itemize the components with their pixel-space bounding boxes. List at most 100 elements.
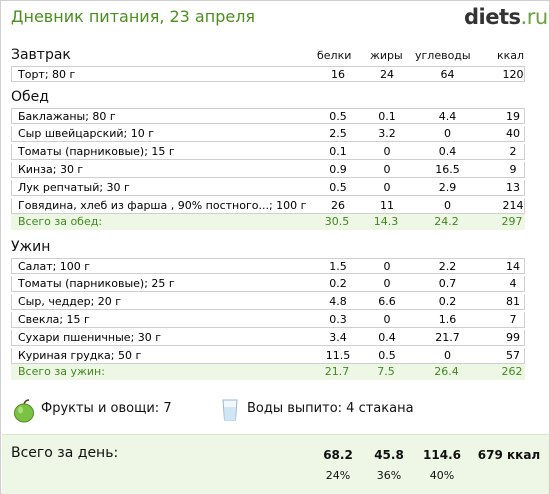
food-protein: 0.1 [329, 145, 347, 158]
day-fat-pct: 36% [376, 469, 402, 482]
dinner-total-kcal: 262 [501, 365, 523, 378]
logo-main: diets [464, 5, 521, 29]
food-name: Томаты (парниковые); 25 г [18, 277, 175, 290]
day-protein-pct: 24% [325, 469, 351, 482]
food-carbs: 21.7 [435, 331, 460, 344]
fruits-counter: Фрукты и овощи: 7 [41, 401, 172, 416]
food-protein: 26 [331, 199, 345, 212]
lunch-total-row: Всего за обед: 30.5 14.3 24.2 297 [11, 214, 525, 230]
lunch-title: Обед [11, 89, 49, 105]
food-protein: 0.9 [329, 163, 347, 176]
food-fat: 3.2 [378, 127, 396, 140]
lunch-total-fat: 14.3 [373, 215, 399, 228]
food-row[interactable]: Лук репчатый; 30 г 0.5 0 2.9 13 [11, 180, 525, 196]
food-fat: 0.4 [378, 331, 396, 344]
dinner-title: Ужин [11, 239, 51, 255]
day-total-panel: Всего за день: 68.2 45.8 114.6 679 ккал … [2, 434, 549, 494]
water-glass-icon [222, 399, 238, 421]
col-fat: жиры [370, 49, 403, 62]
lunch-total-carbs: 24.2 [434, 215, 459, 228]
dinner-total-label: Всего за ужин: [18, 365, 105, 378]
food-kcal: 14 [506, 260, 520, 273]
food-protein: 0.3 [329, 313, 347, 326]
food-carbs: 0.7 [438, 277, 457, 290]
lunch-total-protein: 30.5 [324, 215, 350, 228]
col-protein: белки [317, 49, 352, 62]
food-row[interactable]: Сыр швейцарский; 10 г 2.5 3.2 0 40 [11, 126, 525, 142]
food-protein: 0.5 [329, 110, 347, 123]
day-kcal: 679 ккал [477, 448, 541, 462]
food-protein: 16 [331, 68, 345, 81]
food-kcal: 13 [506, 181, 520, 194]
lunch-total-label: Всего за обед: [18, 215, 103, 228]
food-name: Лук репчатый; 30 г [18, 181, 130, 194]
food-kcal: 4 [509, 277, 517, 290]
food-row[interactable]: Торт; 80 г 16 24 64 120 [11, 66, 525, 82]
food-name: Сыр, чеддер; 20 г [18, 295, 122, 308]
food-fat: 6.6 [378, 295, 396, 308]
food-name: Свекла; 15 г [18, 313, 90, 326]
food-row[interactable]: Кинза; 30 г 0.9 0 16.5 9 [11, 162, 525, 178]
day-protein: 68.2 [323, 448, 353, 462]
food-kcal: 19 [506, 110, 520, 123]
dinner-total-row: Всего за ужин: 21.7 7.5 26.4 262 [11, 364, 525, 380]
day-carbs: 114.6 [423, 448, 461, 462]
food-row[interactable]: Сыр, чеддер; 20 г 4.8 6.6 0.2 81 [11, 294, 525, 310]
food-fat: 0 [383, 277, 391, 290]
food-row[interactable]: Томаты (парниковые); 25 г 0.2 0 0.7 4 [11, 276, 525, 292]
food-fat: 11 [380, 199, 394, 212]
food-name: Сыр швейцарский; 10 г [18, 127, 154, 140]
food-name: Салат; 100 г [18, 260, 91, 273]
food-row[interactable]: Сухари пшеничные; 30 г 3.4 0.4 21.7 99 [11, 330, 525, 346]
food-name: Сухари пшеничные; 30 г [18, 331, 162, 344]
water-counter: Воды выпито: 4 стакана [247, 401, 414, 416]
day-total-label: Всего за день: [11, 445, 119, 461]
food-kcal: 214 [502, 199, 524, 212]
food-row[interactable]: Говядина, хлеб из фарша , 90% постного..… [11, 198, 525, 214]
food-row[interactable]: Свекла; 15 г 0.3 0 1.6 7 [11, 312, 525, 328]
food-carbs: 0 [444, 127, 451, 140]
food-protein: 11.5 [325, 349, 351, 362]
page-title: Дневник питания, 23 апреля [11, 7, 256, 26]
day-carbs-pct: 40% [429, 469, 455, 482]
food-name: Томаты (парниковые); 15 г [18, 145, 175, 158]
col-carbs: углеводы [415, 49, 471, 62]
food-fat: 0 [383, 181, 391, 194]
food-kcal: 9 [509, 163, 517, 176]
food-fat: 0 [383, 260, 391, 273]
food-kcal: 57 [506, 349, 520, 362]
dinner-total-protein: 21.7 [324, 365, 350, 378]
food-fat: 0 [383, 313, 391, 326]
breakfast-title: Завтрак [11, 47, 71, 63]
food-name: Баклажаны; 80 г [18, 110, 116, 123]
food-protein: 0.5 [329, 181, 347, 194]
food-carbs: 0 [444, 199, 451, 212]
logo-suffix: .ru [520, 5, 549, 29]
food-name: Куриная грудка; 50 г [18, 349, 142, 362]
food-row[interactable]: Куриная грудка; 50 г 11.5 0.5 0 57 [11, 348, 525, 364]
food-name: Торт; 80 г [18, 68, 76, 81]
food-fat: 0.5 [378, 349, 396, 362]
day-fat: 45.8 [374, 448, 404, 462]
food-carbs: 64 [440, 68, 455, 81]
green-apple-icon [14, 399, 34, 423]
food-kcal: 120 [502, 68, 524, 81]
food-kcal: 2 [509, 145, 517, 158]
food-row[interactable]: Томаты (парниковые); 15 г 0.1 0 0.4 2 [11, 144, 525, 160]
food-protein: 4.8 [329, 295, 347, 308]
food-carbs: 0 [444, 349, 451, 362]
food-carbs: 0.2 [438, 295, 457, 308]
food-carbs: 16.5 [435, 163, 460, 176]
food-name: Кинза; 30 г [18, 163, 84, 176]
food-carbs: 2.9 [438, 181, 457, 194]
food-fat: 0 [383, 145, 391, 158]
food-kcal: 40 [506, 127, 520, 140]
food-protein: 0.2 [329, 277, 347, 290]
food-kcal: 7 [509, 313, 517, 326]
food-carbs: 0.4 [438, 145, 457, 158]
food-fat: 0 [383, 163, 391, 176]
food-row[interactable]: Салат; 100 г 1.5 0 2.2 14 [11, 258, 525, 274]
site-logo[interactable]: diets.ru [464, 5, 548, 29]
food-row[interactable]: Баклажаны; 80 г 0.5 0.1 4.4 19 [11, 108, 525, 124]
